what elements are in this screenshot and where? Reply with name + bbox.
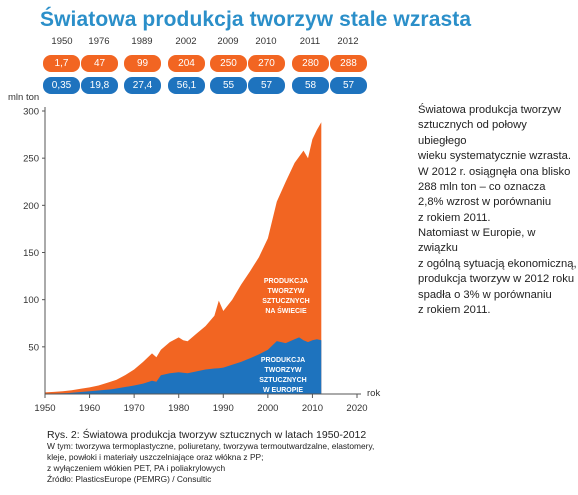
- caption-source: Źródło: PlasticsEurope (PEMRG) / Consult…: [47, 474, 212, 484]
- world-series-label: TWORZYW: [268, 288, 305, 295]
- world-values-row: 1,7 47 99 204 250 270 280 288: [40, 55, 370, 73]
- world-value-badge: 250: [210, 55, 247, 72]
- side-paragraph-world: Światowa produkcja tworzyw sztucznych od…: [418, 103, 578, 226]
- world-value-badge: 99: [124, 55, 161, 72]
- x-tick-label: 1950: [34, 403, 55, 414]
- y-tick-label: 150: [23, 248, 39, 259]
- europe-value-badge: 56,1: [168, 77, 205, 94]
- side-paragraph-europe: Natomiast w Europie, w związku z ogólną …: [418, 226, 578, 318]
- year-cell: 1950: [51, 36, 73, 47]
- x-tick-label: 2010: [302, 403, 323, 414]
- side-line: sztucznych od połowy ubiegłego: [418, 119, 527, 147]
- world-value-badge: 280: [292, 55, 329, 72]
- y-tick-label: 200: [23, 201, 39, 212]
- europe-value-badge: 58: [292, 77, 329, 94]
- x-tick-label: 1980: [168, 403, 189, 414]
- caption-title: Rys. 2: Światowa produkcja tworzyw sztuc…: [47, 429, 367, 441]
- world-value-badge: 204: [168, 55, 205, 72]
- figure-caption: Rys. 2: Światowa produkcja tworzyw sztuc…: [47, 429, 427, 485]
- year-cell: 1976: [88, 36, 110, 47]
- side-line: wieku systematycznie wzrasta.: [418, 150, 571, 163]
- year-cell: 2012: [337, 36, 359, 47]
- side-line: spadła o 3% w porównaniu: [418, 288, 552, 301]
- side-line: Natomiast w Europie, w związku: [418, 227, 536, 255]
- year-cell: 2009: [217, 36, 239, 47]
- side-line: z rokiem 2011.: [418, 304, 491, 317]
- x-tick-label: 2000: [257, 403, 278, 414]
- y-tick-label: 300: [23, 107, 39, 118]
- side-line: z ogólną sytuacją ekonomiczną,: [418, 257, 577, 270]
- page-title: Światowa produkcja tworzyw stale wzrasta: [40, 8, 472, 31]
- year-cell: 2011: [299, 36, 321, 47]
- year-cell: 1989: [131, 36, 153, 47]
- side-line: Światowa produkcja tworzyw: [418, 104, 562, 116]
- europe-series-label: PRODUKCJA: [261, 357, 305, 364]
- europe-value-badge: 57: [248, 77, 285, 94]
- caption-note: kleje, powłoki i materiały uszczelniając…: [47, 452, 264, 462]
- world-production-area: [45, 122, 322, 395]
- europe-values-row: 0,35 19,8 27,4 56,1 55 57 58 57: [40, 77, 370, 95]
- year-cell: 2010: [255, 36, 277, 47]
- world-series-label: SZTUCZNYCH: [262, 298, 309, 305]
- world-value-badge: 47: [81, 55, 118, 72]
- y-tick-label: 100: [23, 295, 39, 306]
- europe-value-badge: 27,4: [124, 77, 161, 94]
- caption-note: W tym: tworzywa termoplastyczne, poliure…: [47, 441, 375, 451]
- europe-value-badge: 19,8: [81, 77, 118, 94]
- side-line: 288 mln ton – co oznacza: [418, 181, 546, 194]
- europe-value-badge: 55: [210, 77, 247, 94]
- side-line: produkcja tworzyw w 2012 roku: [418, 273, 575, 286]
- y-tick-label: 250: [23, 154, 39, 165]
- side-line: 2,8% wzrost w porównaniu: [418, 196, 552, 209]
- year-cell: 2002: [175, 36, 197, 47]
- europe-series-label: W EUROPIE: [263, 387, 303, 394]
- europe-value-badge: 0,35: [43, 77, 80, 94]
- world-series-label: PRODUKCJA: [264, 278, 308, 285]
- europe-series-label: TWORZYW: [265, 367, 302, 374]
- side-line: z rokiem 2011.: [418, 211, 491, 224]
- world-series-label: NA ŚWIECIE: [265, 306, 307, 315]
- x-tick-label: 1970: [124, 403, 145, 414]
- y-axis-title: mln ton: [8, 92, 39, 103]
- world-value-badge: 288: [330, 55, 367, 72]
- side-line: W 2012 r. osiągnęła ona blisko: [418, 165, 571, 178]
- europe-production-area: [45, 337, 322, 394]
- europe-series-label: SZTUCZNYCH: [259, 377, 306, 384]
- world-value-badge: 270: [248, 55, 285, 72]
- world-value-badge: 1,7: [43, 55, 80, 72]
- europe-value-badge: 57: [330, 77, 367, 94]
- x-tick-label: 1990: [213, 403, 234, 414]
- y-tick-label: 50: [28, 342, 39, 353]
- x-axis-title: rok: [367, 388, 380, 399]
- x-tick-label: 2020: [346, 403, 367, 414]
- caption-note: z wyłączeniem włókien PET, PA i poliakry…: [47, 463, 226, 473]
- year-header-row: 1950 1976 1989 2002 2009 2010 2011 2012: [40, 36, 370, 50]
- x-tick-label: 1960: [79, 403, 100, 414]
